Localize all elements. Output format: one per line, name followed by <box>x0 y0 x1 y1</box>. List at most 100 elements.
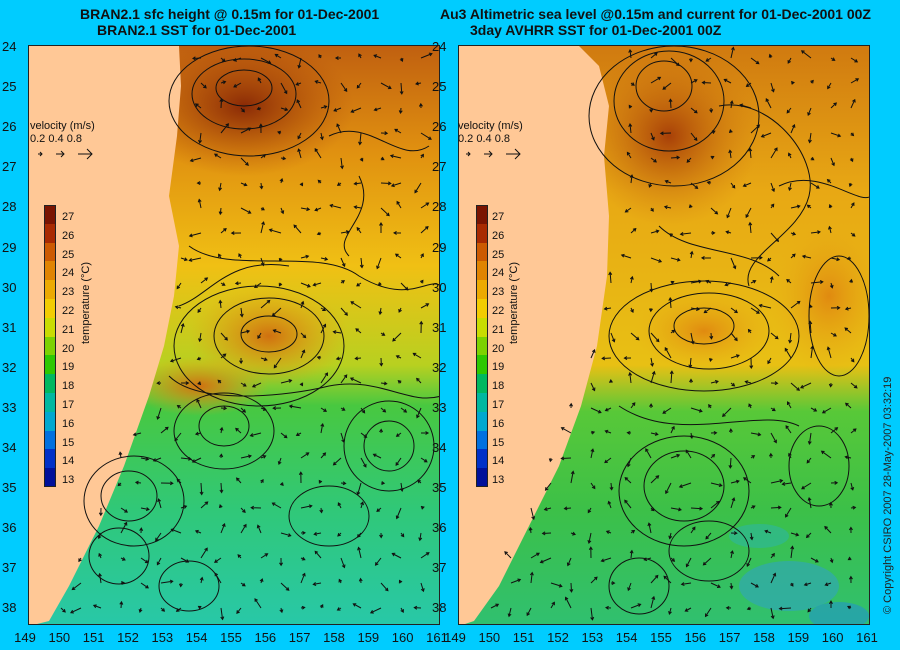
current-vector <box>788 332 793 344</box>
latitude-tick: 24 <box>432 39 447 54</box>
current-vector <box>564 596 572 609</box>
current-vector <box>421 431 430 435</box>
colorbar-segment <box>476 374 488 394</box>
longitude-tick: 156 <box>684 630 707 645</box>
longitude-tick: 152 <box>547 630 569 645</box>
current-vector <box>314 147 322 159</box>
current-vector <box>98 552 102 559</box>
current-vector <box>197 307 202 314</box>
current-vector <box>350 301 362 309</box>
current-vector <box>784 347 792 359</box>
current-vector <box>650 157 657 163</box>
colorbar-segment <box>44 223 56 244</box>
current-vector <box>392 332 402 342</box>
colorbar-tick: 23 <box>492 286 505 299</box>
current-vector <box>220 353 227 359</box>
latitude-tick: 25 <box>2 79 17 95</box>
current-vector <box>300 300 305 309</box>
current-vector <box>418 102 423 109</box>
current-vector <box>670 557 676 562</box>
current-vector <box>624 207 632 213</box>
current-vector <box>280 82 288 95</box>
current-vector <box>750 255 763 260</box>
current-vector <box>280 107 289 112</box>
current-vector <box>420 153 424 159</box>
current-vector <box>237 554 242 559</box>
current-vector <box>629 275 634 284</box>
current-vector <box>219 453 224 459</box>
current-vector <box>690 132 698 142</box>
current-vector <box>529 571 534 584</box>
current-vector <box>828 501 833 509</box>
right-velocity-legend-title: velocity (m/s) <box>458 120 523 132</box>
colorbar-tick: 16 <box>492 417 505 430</box>
current-vector <box>709 107 714 114</box>
copyright-notice: © Copyright CSIRO 2007 28-May-2007 03:32… <box>882 376 894 614</box>
latitude-tick: 32 <box>432 359 447 375</box>
current-vector <box>160 481 174 486</box>
current-vector <box>313 531 322 536</box>
current-vector <box>300 282 311 288</box>
current-vector <box>587 507 592 514</box>
current-vector <box>251 382 262 388</box>
colorbar-tick: 14 <box>62 455 75 468</box>
current-vector <box>188 257 202 262</box>
current-vector <box>420 52 433 59</box>
current-vector <box>828 203 833 209</box>
latitude-tick: 37 <box>432 560 447 576</box>
current-vector <box>770 572 777 584</box>
current-vector <box>830 102 837 109</box>
current-vector <box>374 557 382 566</box>
current-vector <box>630 307 634 313</box>
current-vector <box>781 481 792 486</box>
current-vector <box>570 470 575 484</box>
current-vector <box>340 82 348 92</box>
latitude-tick: 26 <box>2 119 17 135</box>
current-vector <box>272 329 282 334</box>
current-vector <box>399 482 404 492</box>
current-vector <box>662 407 672 414</box>
current-vector <box>420 582 425 593</box>
current-vector <box>650 229 660 234</box>
current-vector <box>277 457 282 466</box>
latitude-tick: 28 <box>432 199 447 215</box>
current-vector <box>336 182 342 186</box>
current-vector <box>259 182 264 190</box>
current-vector <box>312 582 322 586</box>
latitude-tick: 27 <box>2 159 17 175</box>
current-vector <box>358 132 362 146</box>
current-vector <box>850 78 860 84</box>
colorbar-segment <box>44 411 56 432</box>
current-vector <box>724 282 732 287</box>
current-vector <box>356 482 362 496</box>
current-vector <box>356 82 362 89</box>
current-vector <box>240 407 247 413</box>
current-vector <box>180 557 190 563</box>
current-vector <box>340 280 345 284</box>
current-vector <box>288 404 302 409</box>
current-vector <box>828 225 832 234</box>
current-vector <box>236 607 242 614</box>
current-vector <box>620 253 632 259</box>
current-vector <box>320 132 324 141</box>
current-vector <box>196 181 202 186</box>
colorbar-tick: 14 <box>492 455 505 468</box>
current-vector <box>669 370 674 384</box>
current-vector <box>260 57 272 64</box>
current-vector <box>507 607 512 618</box>
current-vector <box>355 328 362 334</box>
current-vector <box>260 257 265 267</box>
current-vector <box>770 479 784 484</box>
current-vector <box>356 226 362 234</box>
current-vector <box>189 157 202 163</box>
current-vector <box>745 82 752 87</box>
current-vector <box>844 327 852 334</box>
current-vector <box>844 455 852 460</box>
longitude-tick: 153 <box>581 630 604 645</box>
current-vector <box>340 557 346 569</box>
current-vector <box>788 152 792 159</box>
current-vector <box>680 582 692 587</box>
current-vector <box>829 557 834 564</box>
current-vector <box>356 282 362 287</box>
current-vector <box>778 606 792 611</box>
